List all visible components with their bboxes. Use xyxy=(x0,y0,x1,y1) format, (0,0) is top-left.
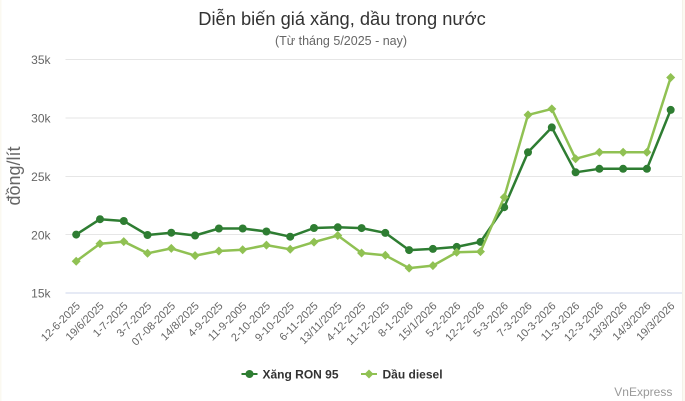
svg-text:30k: 30k xyxy=(31,112,51,126)
svg-text:(Từ tháng 5/2025 - nay): (Từ tháng 5/2025 - nay) xyxy=(275,34,407,48)
svg-text:Xăng RON 95: Xăng RON 95 xyxy=(263,368,339,382)
svg-text:15k: 15k xyxy=(31,287,51,301)
svg-text:VnExpress: VnExpress xyxy=(614,385,672,399)
svg-text:Diễn biến giá xăng, dầu trong: Diễn biến giá xăng, dầu trong nước xyxy=(198,8,485,29)
svg-text:25k: 25k xyxy=(31,170,51,184)
svg-text:35k: 35k xyxy=(31,53,51,67)
svg-text:Dầu diesel: Dầu diesel xyxy=(383,368,443,382)
svg-text:đồng/lít: đồng/lít xyxy=(4,146,24,205)
svg-text:20k: 20k xyxy=(31,228,51,242)
